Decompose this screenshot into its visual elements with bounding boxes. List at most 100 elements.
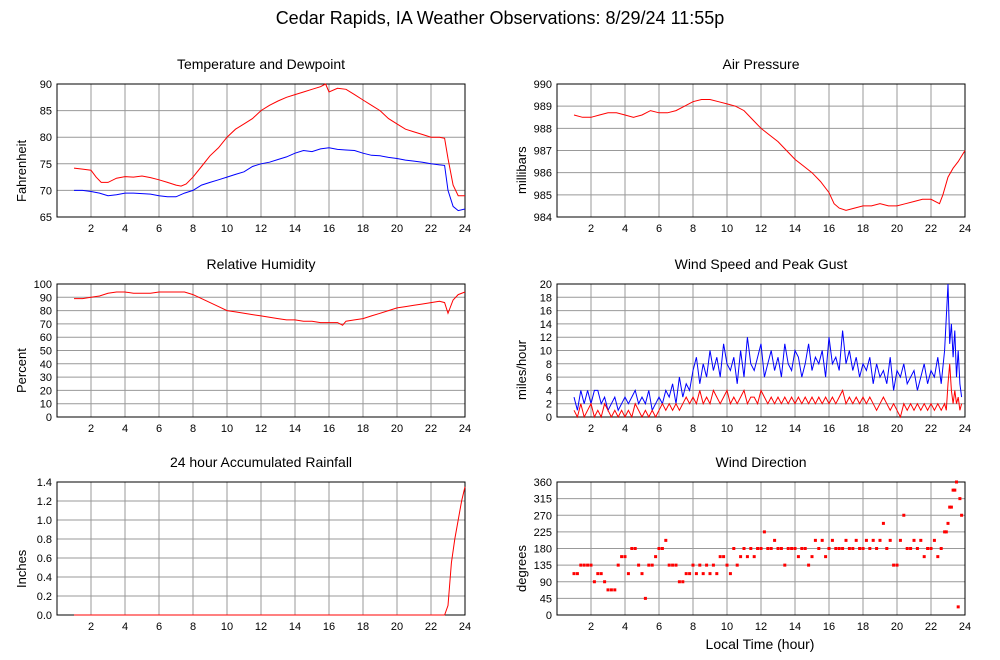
data-point [834, 547, 838, 550]
data-point [796, 555, 800, 559]
data-point [579, 563, 583, 567]
data-point [841, 547, 845, 550]
data-point [864, 538, 868, 542]
wind-y-axis-label: miles/hour [514, 340, 529, 401]
y-tick-label: 987 [534, 146, 552, 158]
x-tick-label: 8 [190, 423, 196, 435]
x-tick-label: 12 [255, 223, 267, 235]
data-point [948, 505, 952, 509]
y-tick-label: 40 [40, 359, 52, 371]
x-tick-label: 24 [459, 621, 471, 633]
data-point [875, 547, 879, 550]
data-point [803, 547, 807, 550]
data-point [813, 538, 817, 542]
x-tick-label: 20 [391, 223, 403, 235]
plot-frame [56, 83, 466, 218]
x-tick-label: 22 [925, 223, 937, 235]
data-point [955, 480, 958, 484]
y-tick-label: 65 [40, 212, 52, 224]
series-line-0 [573, 283, 963, 412]
series-line-0 [73, 83, 465, 197]
data-point [732, 547, 736, 550]
dir-plot-svg: 2 4 6 8 10 12 14 16 18 20 22 2404590135180225270315… [534, 477, 971, 633]
y-tick-label: 1.2 [37, 496, 52, 508]
data-point [939, 547, 943, 550]
data-point [613, 588, 617, 592]
x-tick-label: 4 [122, 621, 128, 633]
y-tick-label: 1.0 [37, 515, 52, 527]
y-tick-label: 80 [40, 306, 52, 318]
y-tick-label: 14 [540, 319, 552, 331]
rain-plot-svg: 2 4 6 8 10 12 14 16 18 20 22 240.00.20.40.60.81.01.… [37, 477, 471, 633]
data-point [684, 572, 688, 576]
x-tick-label: 14 [289, 423, 301, 435]
x-tick-label: 20 [391, 423, 403, 435]
data-point [861, 547, 865, 550]
rh-y-axis-label: Percent [14, 348, 29, 393]
y-tick-label: 989 [534, 101, 552, 113]
x-tick-label: 8 [190, 223, 196, 235]
data-point [739, 555, 743, 559]
x-tick-label: 24 [959, 223, 971, 235]
data-point [711, 563, 715, 567]
x-tick-label: 22 [425, 423, 437, 435]
series-line-0 [74, 291, 466, 326]
data-point [674, 563, 678, 567]
y-tick-label: 0.0 [37, 610, 52, 622]
x-tick-label: 14 [789, 423, 801, 435]
y-tick-label: 75 [40, 159, 52, 171]
wind-chart-title: Wind Speed and Peak Gust [674, 256, 848, 272]
x-tick-label: 20 [891, 223, 903, 235]
data-point [847, 547, 851, 550]
data-point [912, 538, 916, 542]
data-point [728, 572, 732, 576]
data-point [905, 547, 909, 550]
x-tick-label: 8 [690, 423, 696, 435]
x-tick-label: 10 [221, 621, 233, 633]
data-point [871, 538, 875, 542]
data-point [824, 555, 828, 559]
data-point [708, 572, 712, 576]
x-tick-label: 2 [588, 423, 594, 435]
data-point [946, 521, 950, 525]
y-tick-label: 225 [534, 527, 552, 539]
data-point [589, 563, 593, 567]
data-point [895, 563, 899, 567]
data-point [735, 563, 739, 567]
x-tick-label: 8 [690, 223, 696, 235]
plot-frame [556, 481, 966, 616]
x-tick-label: 4 [622, 621, 628, 633]
data-point [909, 547, 913, 550]
data-point [830, 538, 834, 542]
data-point [626, 572, 630, 576]
data-point [664, 538, 668, 542]
y-tick-label: 10 [40, 399, 52, 411]
x-tick-label: 2 [88, 223, 94, 235]
x-tick-label: 16 [823, 423, 835, 435]
x-tick-label: 6 [656, 223, 662, 235]
y-tick-label: 100 [34, 279, 52, 291]
data-point [885, 547, 889, 550]
data-point [958, 497, 962, 501]
y-tick-label: 0.8 [37, 534, 52, 546]
y-tick-label: 985 [534, 190, 552, 202]
x-tick-label: 12 [755, 621, 767, 633]
x-tick-label: 20 [391, 621, 403, 633]
data-point [637, 563, 641, 567]
series-line-0 [573, 99, 966, 211]
data-point [783, 563, 787, 567]
data-point [749, 547, 753, 550]
x-tick-label: 20 [891, 423, 903, 435]
data-point [943, 530, 947, 534]
x-tick-label: 2 [88, 621, 94, 633]
x-tick-label: 22 [425, 223, 437, 235]
x-tick-label: 2 [88, 423, 94, 435]
data-point [837, 547, 841, 550]
data-point [953, 488, 957, 492]
data-point [691, 563, 695, 567]
x-tick-label: 4 [622, 223, 628, 235]
rh-plot-svg: 2 4 6 8 10 12 14 16 18 20 22 2401020304050607080901… [34, 279, 471, 435]
data-point [606, 588, 610, 592]
y-tick-label: 30 [40, 372, 52, 384]
pres-chart-title: Air Pressure [722, 56, 800, 72]
